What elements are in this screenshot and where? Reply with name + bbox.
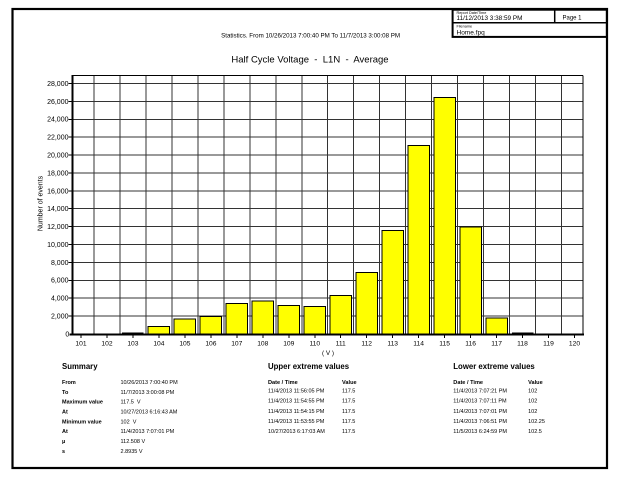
svg-text:4,000: 4,000 (51, 296, 69, 303)
svg-text:117.5 V: 117.5 V (121, 400, 141, 406)
svg-text:Value: Value (528, 380, 543, 386)
svg-text:11/4/2013 11:54:15 PM: 11/4/2013 11:54:15 PM (268, 409, 325, 415)
svg-text:117.5: 117.5 (342, 399, 355, 405)
svg-text:11/4/2013 7:07:01 PM: 11/4/2013 7:07:01 PM (453, 409, 507, 415)
svg-text:Maximum value: Maximum value (62, 400, 103, 406)
svg-text:26,000: 26,000 (47, 99, 69, 106)
svg-text:11/4/2013 7:07:01 PM: 11/4/2013 7:07:01 PM (121, 429, 175, 435)
svg-text:117: 117 (491, 341, 502, 348)
svg-text:110: 110 (309, 341, 320, 348)
svg-text:Summary: Summary (62, 362, 98, 371)
svg-text:Home.fpq: Home.fpq (457, 29, 486, 36)
svg-text:106: 106 (205, 341, 216, 348)
svg-text:12,000: 12,000 (47, 224, 69, 231)
svg-text:11/7/2013 3:00:08 PM: 11/7/2013 3:00:08 PM (121, 390, 175, 396)
svg-text:10/27/2013 6:17:03 AM: 10/27/2013 6:17:03 AM (268, 429, 325, 435)
svg-text:20,000: 20,000 (47, 153, 69, 160)
svg-text:107: 107 (231, 341, 242, 348)
svg-text:11/5/2013 6:24:59 PM: 11/5/2013 6:24:59 PM (453, 429, 507, 435)
svg-text:11/4/2013 7:07:21 PM: 11/4/2013 7:07:21 PM (453, 389, 507, 395)
svg-text:120: 120 (569, 341, 580, 348)
svg-text:Number of events: Number of events (38, 175, 45, 231)
svg-text:16,000: 16,000 (47, 188, 69, 195)
svg-text:14,000: 14,000 (47, 206, 69, 213)
svg-text:2,000: 2,000 (51, 314, 69, 321)
svg-text:Date / Time: Date / Time (453, 380, 483, 386)
svg-text:102.25: 102.25 (528, 419, 545, 425)
svg-text:11/4/2013 11:56:05 PM: 11/4/2013 11:56:05 PM (268, 389, 325, 395)
svg-text:24,000: 24,000 (47, 117, 69, 124)
svg-text:Filename: Filename (457, 25, 473, 29)
svg-text:From: From (62, 380, 76, 386)
svg-text:119: 119 (543, 341, 554, 348)
svg-text:Lower extreme values: Lower extreme values (453, 362, 535, 371)
svg-text:22,000: 22,000 (47, 135, 69, 142)
svg-text:Minimum value: Minimum value (62, 419, 102, 425)
svg-text:10/27/2013 6:16:43 AM: 10/27/2013 6:16:43 AM (121, 410, 178, 416)
svg-text:6,000: 6,000 (51, 278, 69, 285)
svg-text:102.5: 102.5 (528, 429, 542, 435)
svg-text:11/4/2013 7:06:51 PM: 11/4/2013 7:06:51 PM (453, 419, 507, 425)
svg-text:117.5: 117.5 (342, 419, 355, 425)
svg-text:102: 102 (528, 389, 537, 395)
svg-text:101: 101 (75, 341, 86, 348)
svg-text:112.508 V: 112.508 V (121, 439, 146, 445)
svg-text:11/4/2013 7:07:11 PM: 11/4/2013 7:07:11 PM (453, 399, 507, 405)
svg-text:10,000: 10,000 (47, 242, 69, 249)
svg-text:102: 102 (528, 409, 537, 415)
svg-text:0: 0 (65, 331, 69, 338)
svg-text:102: 102 (528, 399, 537, 405)
svg-text:117.5: 117.5 (342, 409, 355, 415)
svg-text:Page 1: Page 1 (562, 16, 582, 22)
svg-text:Upper extreme values: Upper extreme values (268, 362, 350, 371)
svg-text:111: 111 (336, 341, 346, 348)
svg-text:Date / Time: Date / Time (268, 380, 298, 386)
svg-text:102: 102 (101, 341, 112, 348)
svg-text:10/26/2013 7:00:40 PM: 10/26/2013 7:00:40 PM (121, 380, 179, 386)
svg-text:( V ): ( V ) (322, 350, 334, 357)
svg-text:116: 116 (465, 341, 476, 348)
svg-text:113: 113 (387, 341, 398, 348)
svg-text:2.8935 V: 2.8935 V (121, 449, 143, 455)
svg-text:18,000: 18,000 (47, 170, 69, 177)
svg-text:117.5: 117.5 (342, 389, 355, 395)
svg-text:μ: μ (62, 439, 65, 445)
svg-text:8,000: 8,000 (51, 260, 69, 267)
svg-text:114: 114 (413, 341, 424, 348)
svg-text:To: To (62, 390, 69, 396)
svg-text:28,000: 28,000 (47, 81, 69, 88)
svg-text:Statistics. From 10/26/2013 7:: Statistics. From 10/26/2013 7:00:40 PM T… (221, 33, 400, 40)
svg-text:Report Date/Time: Report Date/Time (457, 11, 487, 15)
svg-text:11/4/2013 11:53:55 PM: 11/4/2013 11:53:55 PM (268, 419, 325, 425)
svg-text:Half Cycle Voltage - L1N -: Half Cycle Voltage - L1N - Average (231, 54, 388, 65)
svg-text:109: 109 (283, 341, 294, 348)
svg-text:s: s (62, 449, 65, 455)
svg-text:103: 103 (127, 341, 138, 348)
svg-text:11/4/2013 11:54:55 PM: 11/4/2013 11:54:55 PM (268, 399, 325, 405)
svg-text:At: At (62, 410, 68, 416)
svg-text:118: 118 (517, 341, 528, 348)
svg-text:At: At (62, 429, 68, 435)
svg-text:108: 108 (257, 341, 268, 348)
svg-text:117.5: 117.5 (342, 429, 355, 435)
svg-text:105: 105 (179, 341, 190, 348)
svg-text:115: 115 (439, 341, 450, 348)
svg-text:102 V: 102 V (121, 419, 137, 425)
svg-text:11/12/2013 3:38:59 PM: 11/12/2013 3:38:59 PM (457, 15, 523, 22)
svg-text:112: 112 (361, 341, 372, 348)
svg-text:Value: Value (342, 380, 357, 386)
svg-text:104: 104 (153, 341, 164, 348)
